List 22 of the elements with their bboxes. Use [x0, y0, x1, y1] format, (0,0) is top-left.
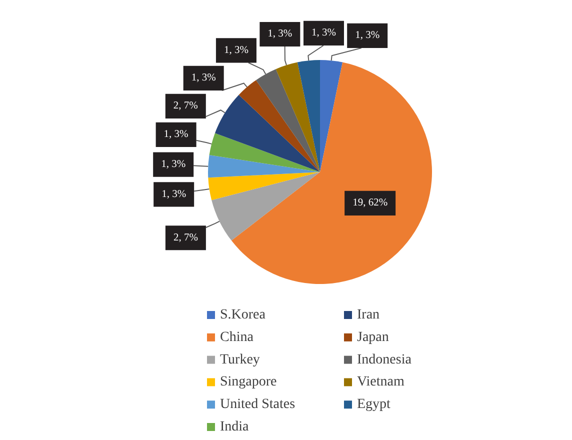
legend-label: Egypt — [357, 397, 391, 412]
data-label: 1, 3% — [355, 30, 380, 42]
legend-label: United States — [220, 397, 296, 412]
data-label: 1, 3% — [191, 72, 216, 84]
data-label: 2, 7% — [173, 100, 198, 112]
data-label: 1, 3% — [268, 28, 292, 40]
legend-label: Japan — [357, 330, 389, 345]
legend-label: Iran — [357, 308, 380, 322]
data-label: 1, 3% — [164, 129, 189, 140]
legend-label: India — [220, 420, 250, 434]
data-label: 19, 62% — [352, 198, 388, 209]
legend-label: Singapore — [220, 374, 277, 390]
data-label: 1, 3% — [311, 28, 336, 39]
data-label: 2, 7% — [173, 232, 198, 244]
legend-label: Turkey — [220, 352, 260, 368]
data-label: 1, 3% — [161, 159, 186, 170]
legend-label: China — [220, 330, 254, 345]
legend-label: S.Korea — [220, 308, 266, 322]
legend-label: Indonesia — [357, 352, 412, 368]
data-label: 1, 3% — [162, 188, 186, 200]
legend-label: Vietnam — [357, 374, 404, 390]
data-label: 1, 3% — [224, 44, 249, 56]
